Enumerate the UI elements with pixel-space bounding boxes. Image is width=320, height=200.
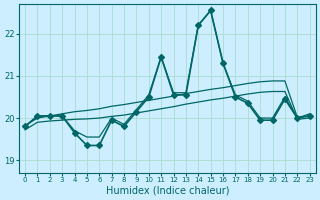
X-axis label: Humidex (Indice chaleur): Humidex (Indice chaleur): [106, 186, 229, 196]
